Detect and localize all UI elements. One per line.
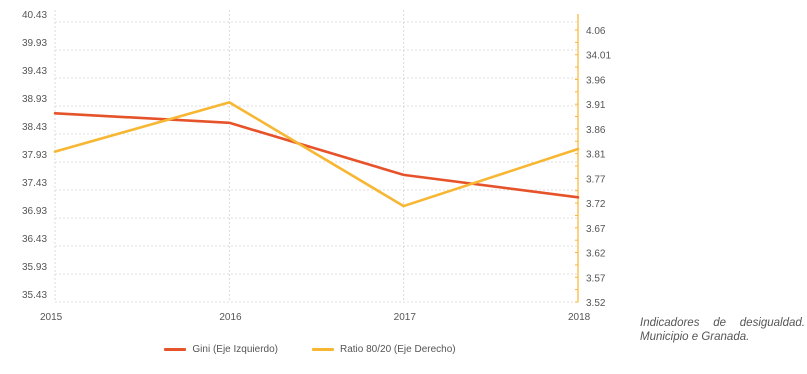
y-right-tick-label: 3.52 <box>586 298 606 309</box>
y-right-tick-label: 34.01 <box>586 51 611 62</box>
y-left-tick-label: 39.93 <box>22 38 47 49</box>
y-left-tick-label: 38.43 <box>22 122 47 133</box>
figure-caption: Indicadores de desigualdad. Municipio e … <box>640 317 805 343</box>
y-left-tick-label: 37.43 <box>22 178 47 189</box>
y-left-tick-label: 36.93 <box>22 206 47 217</box>
data-point <box>577 148 579 150</box>
legend-item-gini: Gini (Eje Izquierdo) <box>164 344 278 355</box>
y-right-tick-label: 3.81 <box>586 150 606 161</box>
y-left-tick-label: 35.43 <box>22 290 47 301</box>
data-point <box>54 150 56 153</box>
data-point <box>402 205 405 207</box>
y-left-tick-label: 38.93 <box>22 94 47 105</box>
y-left-tick-label: 40.43 <box>22 10 47 21</box>
x-tick-label: 2016 <box>219 312 242 323</box>
data-point <box>402 174 405 176</box>
legend-swatch-gini <box>164 348 187 351</box>
series-line-ratio <box>53 101 580 208</box>
legend-item-ratio: Ratio 80/20 (Eje Derecho) <box>311 344 456 355</box>
x-tick-label: 2017 <box>394 312 417 323</box>
y-right-tick-label: 3.77 <box>586 174 606 185</box>
data-point <box>54 112 56 115</box>
y-left-tick-label: 39.43 <box>22 66 47 77</box>
y-left-tick-label: 36.43 <box>22 234 47 245</box>
y-left-tick-label: 35.93 <box>22 262 47 273</box>
y-right-tick-label: 3.67 <box>586 224 606 235</box>
y-right-tick-label: 4.06 <box>586 26 606 37</box>
data-point <box>577 196 579 199</box>
chart-legend: Gini (Eje Izquierdo) Ratio 80/20 (Eje De… <box>0 344 620 355</box>
data-point <box>228 122 231 124</box>
y-right-tick-label: 3.96 <box>586 75 606 86</box>
legend-label-ratio: Ratio 80/20 (Eje Derecho) <box>339 344 456 355</box>
y-right-tick-label: 3.72 <box>586 199 606 210</box>
data-point <box>228 101 231 104</box>
x-tick-label: 2015 <box>40 312 63 323</box>
y-left-tick-label: 37.93 <box>22 150 47 161</box>
y-right-tick-label: 3.91 <box>586 100 606 111</box>
x-tick-label: 2018 <box>568 312 591 323</box>
series-line-gini <box>53 111 580 199</box>
y-right-tick-label: 3.57 <box>586 273 606 284</box>
legend-label-gini: Gini (Eje Izquierdo) <box>192 344 278 355</box>
y-right-tick-label: 3.86 <box>586 125 606 136</box>
y-right-tick-label: 3.62 <box>586 249 606 260</box>
chart: 40.43 39.93 39.43 38.93 38.43 37.93 37.43 36.93… <box>0 10 620 355</box>
line-chart-svg: 40.43 39.93 39.43 38.93 38.43 37.93 37.43 36.93… <box>22 10 611 323</box>
legend-swatch-ratio <box>311 348 334 351</box>
